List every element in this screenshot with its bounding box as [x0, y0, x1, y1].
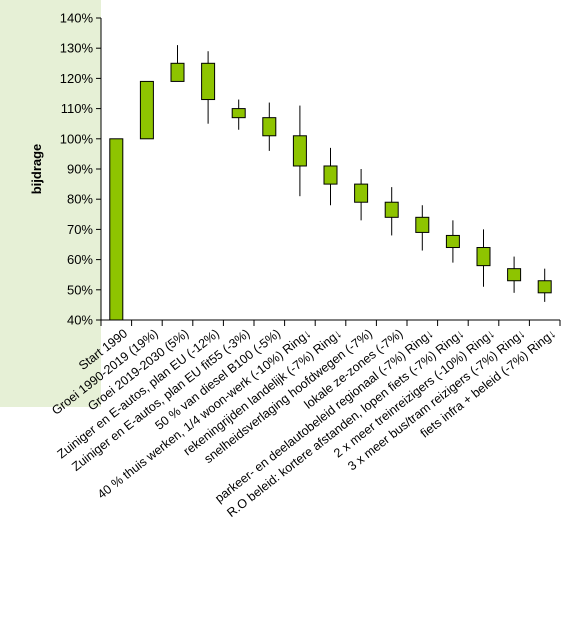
- box-10: [384, 201, 399, 218]
- box-9: [354, 183, 369, 203]
- axis-panel: [0, 0, 101, 407]
- box-1: [109, 138, 124, 321]
- y-tick-label: 70%: [67, 222, 93, 237]
- y-tick-label: 120%: [60, 71, 94, 86]
- y-tick-label: 110%: [61, 101, 94, 116]
- box-13: [476, 247, 491, 267]
- box-11: [415, 216, 430, 233]
- box-6: [262, 117, 277, 137]
- y-tick-label: 50%: [67, 282, 93, 297]
- box-4: [201, 62, 216, 101]
- box-12: [445, 234, 460, 249]
- box-2: [139, 80, 154, 140]
- y-axis-title: bijdrage: [29, 144, 44, 195]
- y-tick-label: 40%: [67, 313, 93, 328]
- x-axis-ticks: [100, 320, 561, 326]
- y-axis-ticks: 40% 50% 60% 70% 80% 90% 100% 110% 120% 130% 140%: [60, 11, 101, 328]
- y-tick-label: 130%: [60, 41, 94, 56]
- y-tick-label: 90%: [67, 162, 93, 177]
- y-tick-label: 60%: [67, 252, 93, 267]
- y-tick-label: 100%: [60, 131, 94, 146]
- y-tick-label: 140%: [60, 11, 94, 26]
- box-5: [231, 108, 246, 119]
- box-14: [507, 268, 522, 282]
- box-15: [537, 280, 552, 294]
- boxes: [109, 62, 552, 321]
- box-3: [170, 62, 185, 82]
- box-8: [323, 165, 338, 185]
- axes: [100, 18, 560, 321]
- y-tick-label: 80%: [67, 192, 93, 207]
- box-7: [292, 135, 307, 167]
- y-axis-label: bijdrage: [29, 144, 44, 195]
